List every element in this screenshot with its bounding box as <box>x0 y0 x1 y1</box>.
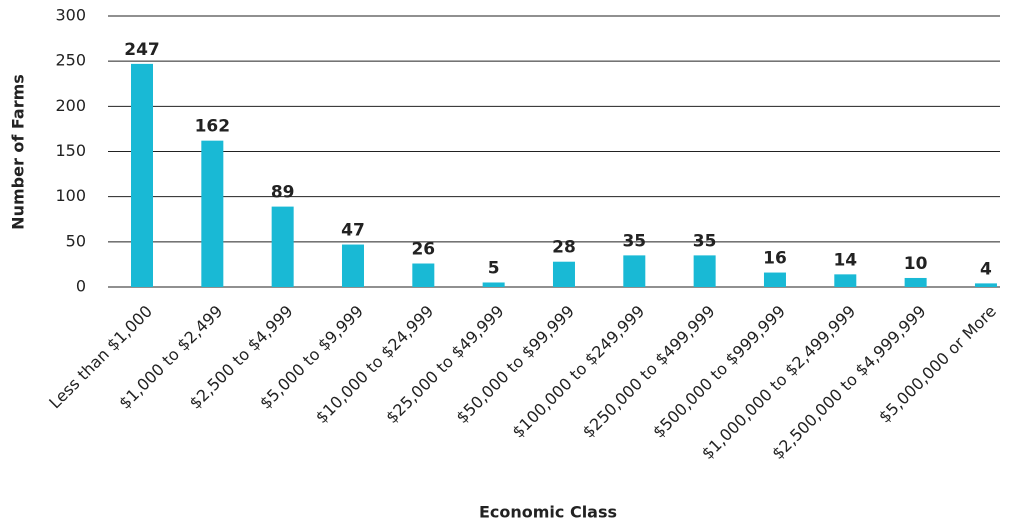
y-tick-label: 200 <box>55 96 86 115</box>
value-label: 35 <box>693 231 717 251</box>
y-tick-label: 50 <box>66 231 86 250</box>
bar <box>623 255 646 287</box>
x-tick-label: $100,000 to $249,999 <box>508 302 648 442</box>
y-axis-title: Number of Farms <box>9 74 28 230</box>
value-label: 28 <box>552 238 576 258</box>
value-label: 26 <box>411 240 435 260</box>
bar <box>974 283 997 287</box>
bar <box>271 206 294 287</box>
bar <box>131 63 153 288</box>
bar <box>552 261 575 287</box>
value-label: 5 <box>488 258 500 278</box>
x-tick-label: $500,000 to $999,999 <box>649 302 789 442</box>
x-tick-label: $5,000,000 or More <box>875 302 1000 427</box>
x-tick-label: $10,000 to $24,999 <box>312 302 438 428</box>
value-label: 35 <box>622 231 646 251</box>
bar <box>482 282 505 287</box>
y-tick-label: 100 <box>55 186 86 205</box>
bar <box>904 277 927 287</box>
bar <box>763 272 786 287</box>
x-tick-label: $50,000 to $99,999 <box>452 302 578 428</box>
y-tick-label: 250 <box>55 51 86 70</box>
x-axis-title: Economic Class <box>479 503 617 522</box>
bar <box>834 274 857 287</box>
bar <box>412 263 435 287</box>
bar <box>201 140 224 287</box>
x-tick-label: $25,000 to $49,999 <box>382 302 508 428</box>
y-tick-label: 300 <box>55 6 86 25</box>
x-tick-label: $250,000 to $499,999 <box>579 302 719 442</box>
bar <box>341 244 364 287</box>
y-tick-label: 0 <box>76 277 86 296</box>
value-label: 14 <box>833 250 857 270</box>
value-label: 10 <box>904 254 928 274</box>
y-tick-label: 150 <box>55 141 86 160</box>
value-label: 4 <box>980 259 992 279</box>
value-label: 89 <box>271 183 295 203</box>
value-label: 247 <box>124 40 160 60</box>
value-label: 16 <box>763 249 787 269</box>
value-label: 162 <box>195 117 231 137</box>
value-label: 47 <box>341 221 365 241</box>
bar <box>693 255 716 287</box>
